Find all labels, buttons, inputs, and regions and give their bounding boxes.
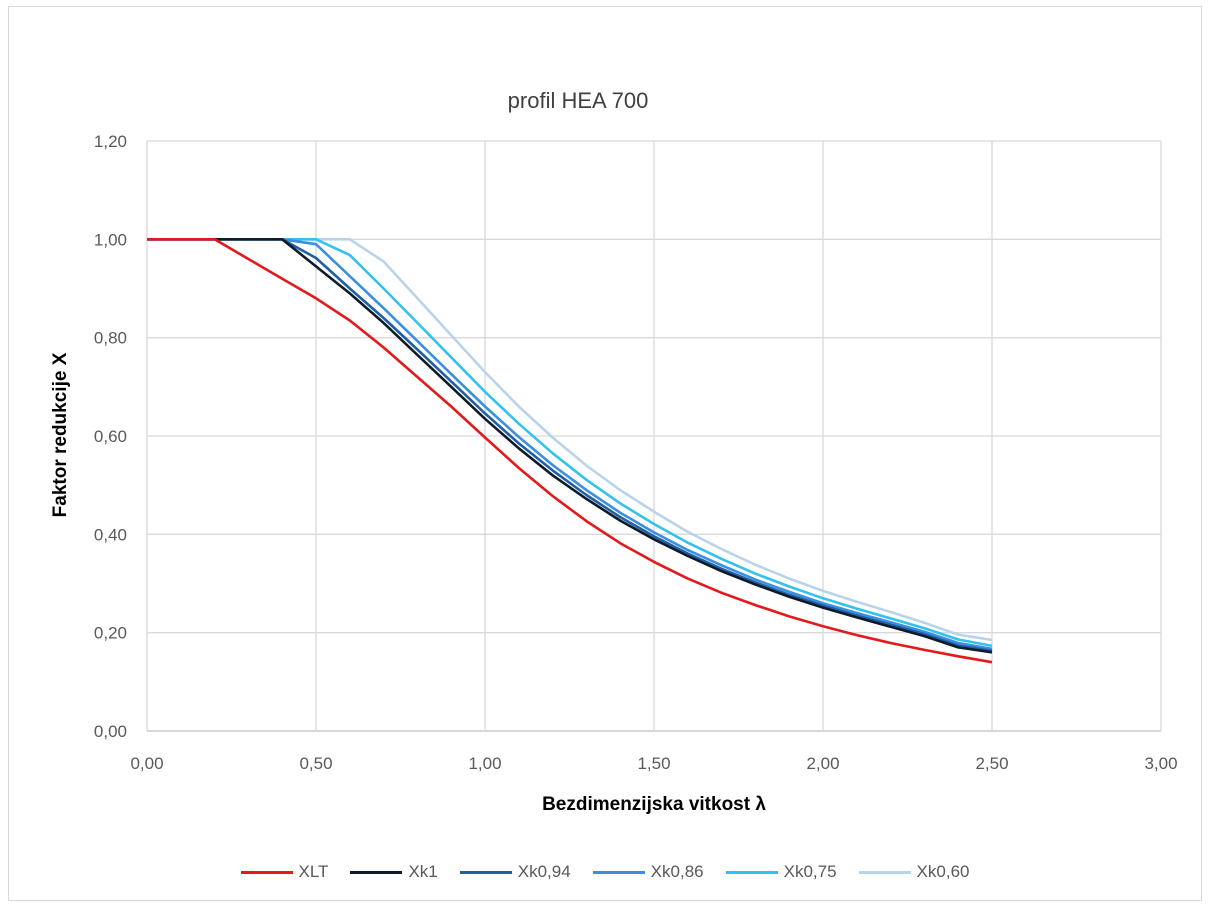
x-tick-label: 1,50 — [637, 754, 670, 773]
x-tick-label: 2,50 — [975, 754, 1008, 773]
x-axis-title: Bezdimenzijska vitkost λ — [542, 794, 766, 815]
legend-swatch — [592, 870, 645, 874]
legend-label: Xk0,94 — [517, 862, 571, 881]
series-line-xk1 — [147, 238, 993, 654]
legend-swatch — [725, 870, 778, 874]
legend-swatch — [858, 870, 911, 874]
legend: XLT Xk1 Xk0,94 Xk0,86 Xk0,75 Xk0,60 — [0, 858, 1210, 886]
series-line-xk0-75 — [147, 238, 993, 648]
y-tick-label: 0,40 — [94, 525, 127, 544]
y-tick-label: 1,20 — [94, 132, 127, 151]
x-tick-label: 0,00 — [130, 754, 163, 773]
chart-area — [8, 6, 1202, 901]
series-line-xk0-86 — [147, 238, 993, 651]
legend-swatch — [240, 870, 293, 874]
legend-item: Xk0,94 — [459, 862, 571, 882]
legend-label: XLT — [298, 862, 329, 881]
x-tick-label: 2,00 — [806, 754, 839, 773]
legend-item: Xk0,60 — [858, 862, 970, 882]
axes: 0,00 0,20 0,40 0,60 0,80 1,00 1,20 0,00 0,50 1,00… — [94, 132, 1178, 773]
x-tick-label: 0,50 — [299, 754, 332, 773]
chart-title: profil HEA 700 — [508, 88, 649, 113]
legend-label: Xk0,86 — [650, 862, 704, 881]
y-tick-label: 0,20 — [94, 624, 127, 643]
y-tick-label: 1,00 — [94, 230, 127, 249]
series-line-xk0-94 — [147, 238, 993, 653]
y-tick-label: 0,80 — [94, 329, 127, 348]
y-tick-label: 0,00 — [94, 722, 127, 741]
legend-label: Xk1 — [408, 862, 438, 881]
legend-item: Xk0,75 — [725, 862, 837, 882]
x-tick-label: 3,00 — [1144, 754, 1177, 773]
legend-label: Xk0,75 — [783, 862, 837, 881]
legend-item: Xk0,86 — [592, 862, 704, 882]
legend-swatch — [459, 870, 512, 874]
y-tick-label: 0,60 — [94, 427, 127, 446]
series-line-xk0-60 — [147, 238, 993, 642]
series-line-xlt — [147, 238, 993, 664]
legend-swatch — [350, 870, 403, 874]
legend-item: XLT — [240, 862, 329, 882]
y-axis-title: Faktor redukcije X — [50, 352, 71, 517]
series-lines — [147, 238, 993, 664]
grid-lines — [146, 140, 1162, 732]
legend-item: Xk1 — [350, 862, 438, 882]
legend-label: Xk0,60 — [916, 862, 970, 881]
x-tick-label: 1,00 — [468, 754, 501, 773]
